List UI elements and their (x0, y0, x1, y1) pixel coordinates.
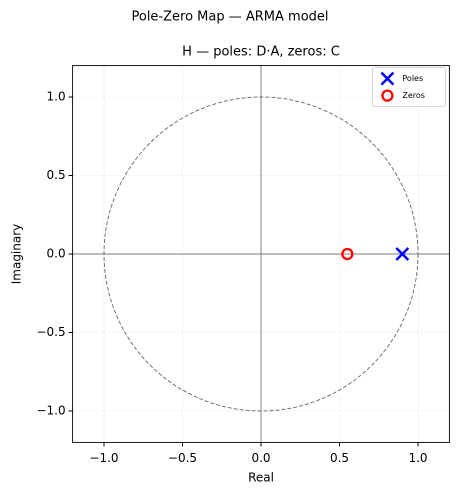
y-tick-label: 1.0 (47, 90, 66, 104)
legend-box (371, 67, 446, 107)
x-tick-label: 0.0 (251, 451, 270, 465)
pole-marker (395, 247, 410, 261)
legend-marker (380, 71, 395, 86)
x-axis-label: Real (248, 471, 274, 485)
x-tick-label: −1.0 (89, 451, 118, 465)
zero-marker (341, 247, 354, 261)
y-tick-label: −1.0 (36, 404, 65, 418)
legend-marker (381, 89, 394, 102)
y-tick-label: −0.5 (36, 325, 65, 339)
chart-title: H — poles: D·A, zeros: C (182, 45, 340, 60)
suptitle: Pole-Zero Map — ARMA model (131, 10, 328, 25)
y-axis-label: Imaginary (10, 224, 24, 285)
legend-label: Poles (402, 74, 423, 83)
plot-frame (72, 65, 450, 443)
x-tick-label: 1.0 (408, 451, 427, 465)
y-tick-label: 0.0 (47, 247, 66, 261)
x-tick-label: 0.5 (330, 451, 349, 465)
legend-label: Zeros (402, 91, 425, 100)
unit-circle (103, 96, 419, 412)
y-tick-label: 0.5 (47, 168, 66, 182)
x-tick-label: −0.5 (168, 451, 197, 465)
